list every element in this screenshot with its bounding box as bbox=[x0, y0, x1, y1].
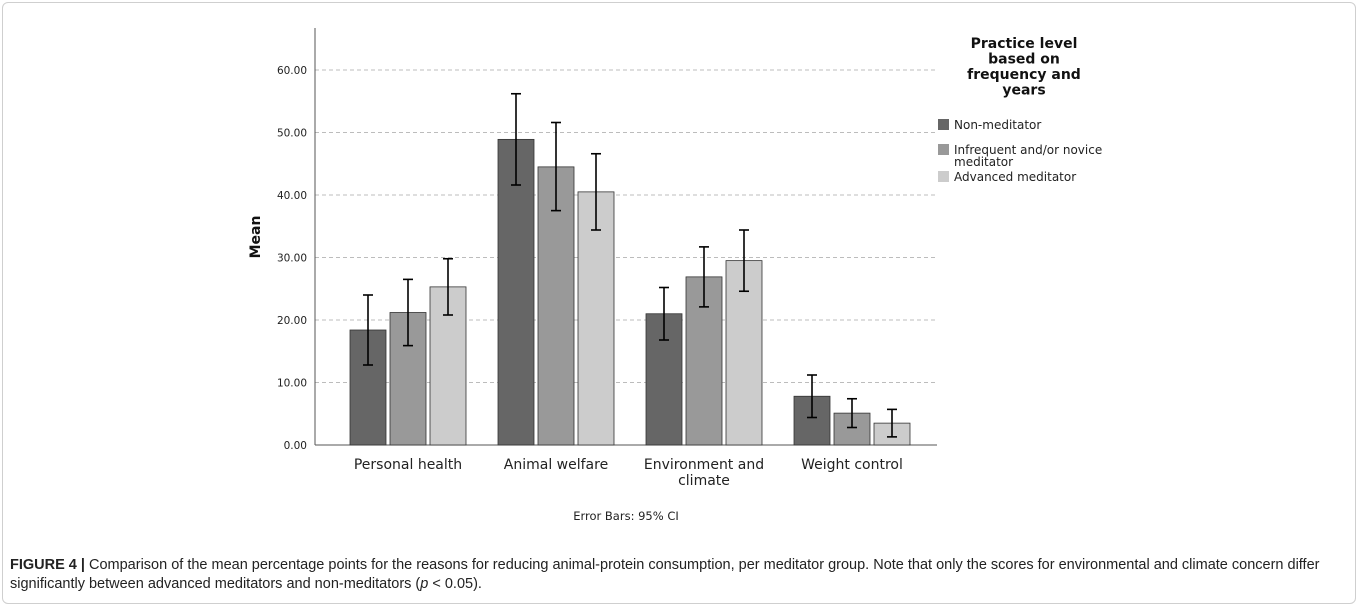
figure-caption: FIGURE 4 | Comparison of the mean percen… bbox=[10, 556, 1350, 594]
y-tick-label: 0.00 bbox=[284, 440, 307, 452]
legend-swatch bbox=[938, 119, 949, 130]
error-bars-note: Error Bars: 95% CI bbox=[573, 509, 679, 523]
legend-label: Infrequent and/or novice bbox=[954, 143, 1102, 157]
legend-title: based on bbox=[988, 52, 1060, 68]
x-tick-label-line2: climate bbox=[678, 473, 730, 489]
caption-p-symbol: p bbox=[420, 576, 429, 592]
legend-swatch bbox=[938, 144, 949, 155]
y-axis-label: Mean bbox=[248, 216, 264, 259]
bar bbox=[577, 191, 615, 446]
legend-title: years bbox=[1002, 83, 1045, 99]
caption-label: FIGURE 4 | bbox=[10, 557, 85, 573]
x-tick-label: Weight control bbox=[801, 457, 903, 473]
y-tick-label: 60.00 bbox=[277, 65, 307, 77]
legend-label: meditator bbox=[954, 155, 1013, 169]
caption-text: Comparison of the mean percentage points… bbox=[10, 557, 1320, 592]
legend-title: Practice level bbox=[971, 36, 1078, 52]
bar-chart: 0.00 10.00 20.00 30.00 40.00 50.00 60.00 Mean Pe… bbox=[248, 28, 1102, 523]
y-tick-label: 50.00 bbox=[277, 128, 307, 140]
x-tick-label: Animal welfare bbox=[504, 457, 608, 473]
legend-label: Advanced meditator bbox=[954, 170, 1076, 184]
x-tick-label: Environment and bbox=[644, 457, 764, 473]
x-tick-label: Personal health bbox=[354, 457, 462, 473]
legend-label: Non-meditator bbox=[954, 118, 1041, 132]
bar bbox=[497, 138, 535, 446]
y-tick-label: 20.00 bbox=[277, 315, 307, 327]
bar bbox=[537, 166, 575, 446]
y-tick-label: 10.00 bbox=[277, 378, 307, 390]
caption-text-end: < 0.05). bbox=[428, 576, 482, 592]
legend-swatch bbox=[938, 171, 949, 182]
y-tick-label: 40.00 bbox=[277, 190, 307, 202]
legend-title: frequency and bbox=[967, 67, 1081, 83]
y-tick-label: 30.00 bbox=[277, 253, 307, 265]
